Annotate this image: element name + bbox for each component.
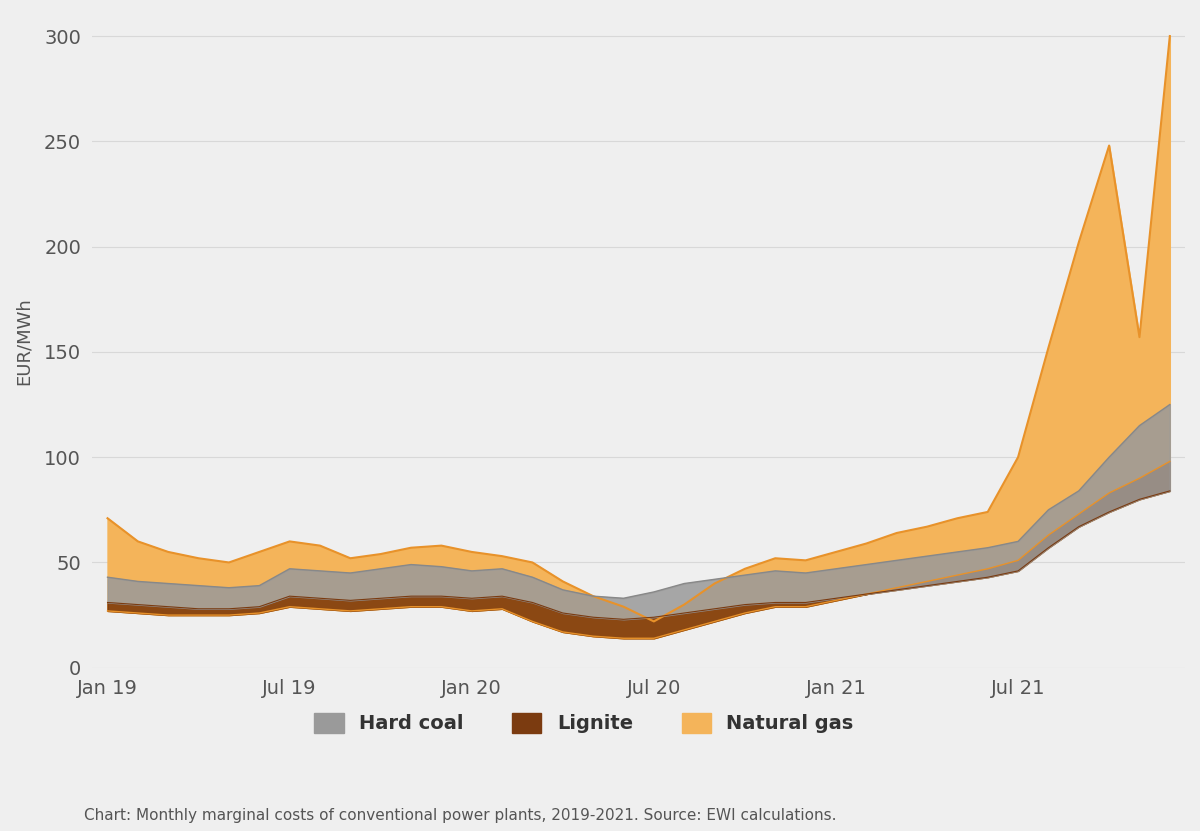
- Y-axis label: EUR/MWh: EUR/MWh: [14, 297, 32, 386]
- Legend: Hard coal, Lignite, Natural gas: Hard coal, Lignite, Natural gas: [305, 703, 863, 743]
- Text: Chart: Monthly marginal costs of conventional power plants, 2019-2021. Source: E: Chart: Monthly marginal costs of convent…: [84, 808, 836, 823]
